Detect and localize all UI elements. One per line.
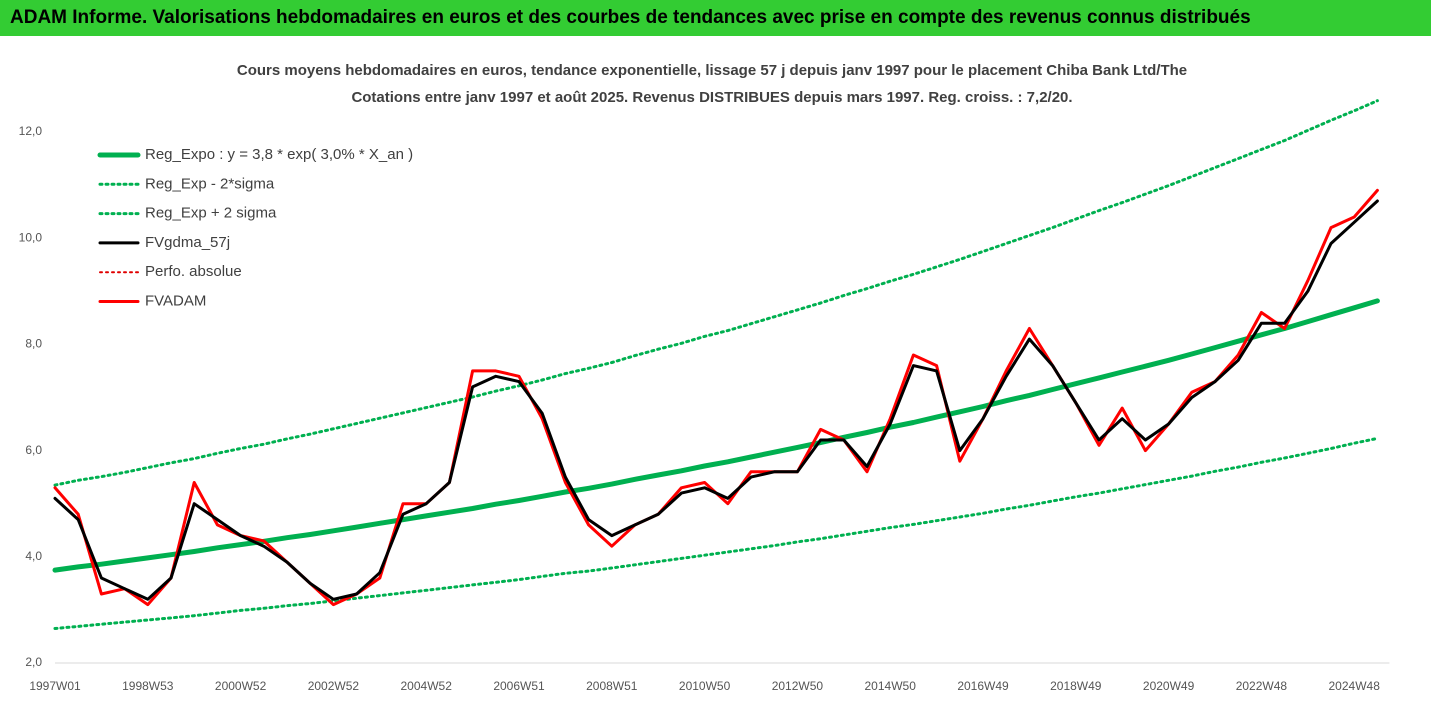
legend-label: Reg_Expo : y = 3,8 * exp( 3,0% * X_an )	[145, 146, 413, 163]
chart: Cours moyens hebdomadaires en euros, ten…	[19, 62, 1390, 693]
legend-label: Reg_Exp + 2 sigma	[145, 205, 277, 222]
x-tick-label: 1997W01	[29, 679, 81, 693]
x-tick-label: 2022W48	[1236, 679, 1288, 693]
x-tick-label: 2008W51	[586, 679, 638, 693]
y-tick-label: 4,0	[25, 549, 42, 563]
x-tick-label: 2000W52	[215, 679, 267, 693]
y-tick-label: 6,0	[25, 443, 42, 457]
legend-label: FVADAM	[145, 292, 206, 309]
x-tick-label: 2016W49	[957, 679, 1009, 693]
x-tick-label: 2010W50	[679, 679, 731, 693]
x-tick-label: 2006W51	[493, 679, 545, 693]
banner: ADAM Informe. Valorisations hebdomadaire…	[0, 0, 1431, 36]
y-tick-label: 10,0	[19, 230, 43, 244]
x-tick-label: 2004W52	[401, 679, 453, 693]
x-tick-label: 2024W48	[1329, 679, 1381, 693]
x-tick-label: 2012W50	[772, 679, 824, 693]
x-tick-label: 2018W49	[1050, 679, 1102, 693]
y-tick-label: 12,0	[19, 124, 43, 138]
series-line	[52, 298, 1380, 573]
x-tick-label: 1998W53	[122, 679, 174, 693]
legend-label: Reg_Exp - 2*sigma	[145, 175, 275, 192]
y-tick-label: 8,0	[25, 337, 42, 351]
x-tick-label: 2002W52	[308, 679, 360, 693]
series-line	[53, 199, 1379, 601]
x-tick-label: 2014W50	[865, 679, 917, 693]
series-line	[53, 99, 1379, 487]
legend-label: Perfo. absolue	[145, 263, 242, 280]
banner-title: ADAM Informe. Valorisations hebdomadaire…	[10, 7, 1251, 28]
series-line	[53, 436, 1379, 630]
y-tick-label: 2,0	[25, 655, 42, 669]
chart-subtitle: Cotations entre janv 1997 et août 2025. …	[351, 89, 1072, 106]
x-tick-label: 2020W49	[1143, 679, 1195, 693]
legend-label: FVgdma_57j	[145, 234, 230, 251]
chart-title: Cours moyens hebdomadaires en euros, ten…	[237, 62, 1187, 79]
